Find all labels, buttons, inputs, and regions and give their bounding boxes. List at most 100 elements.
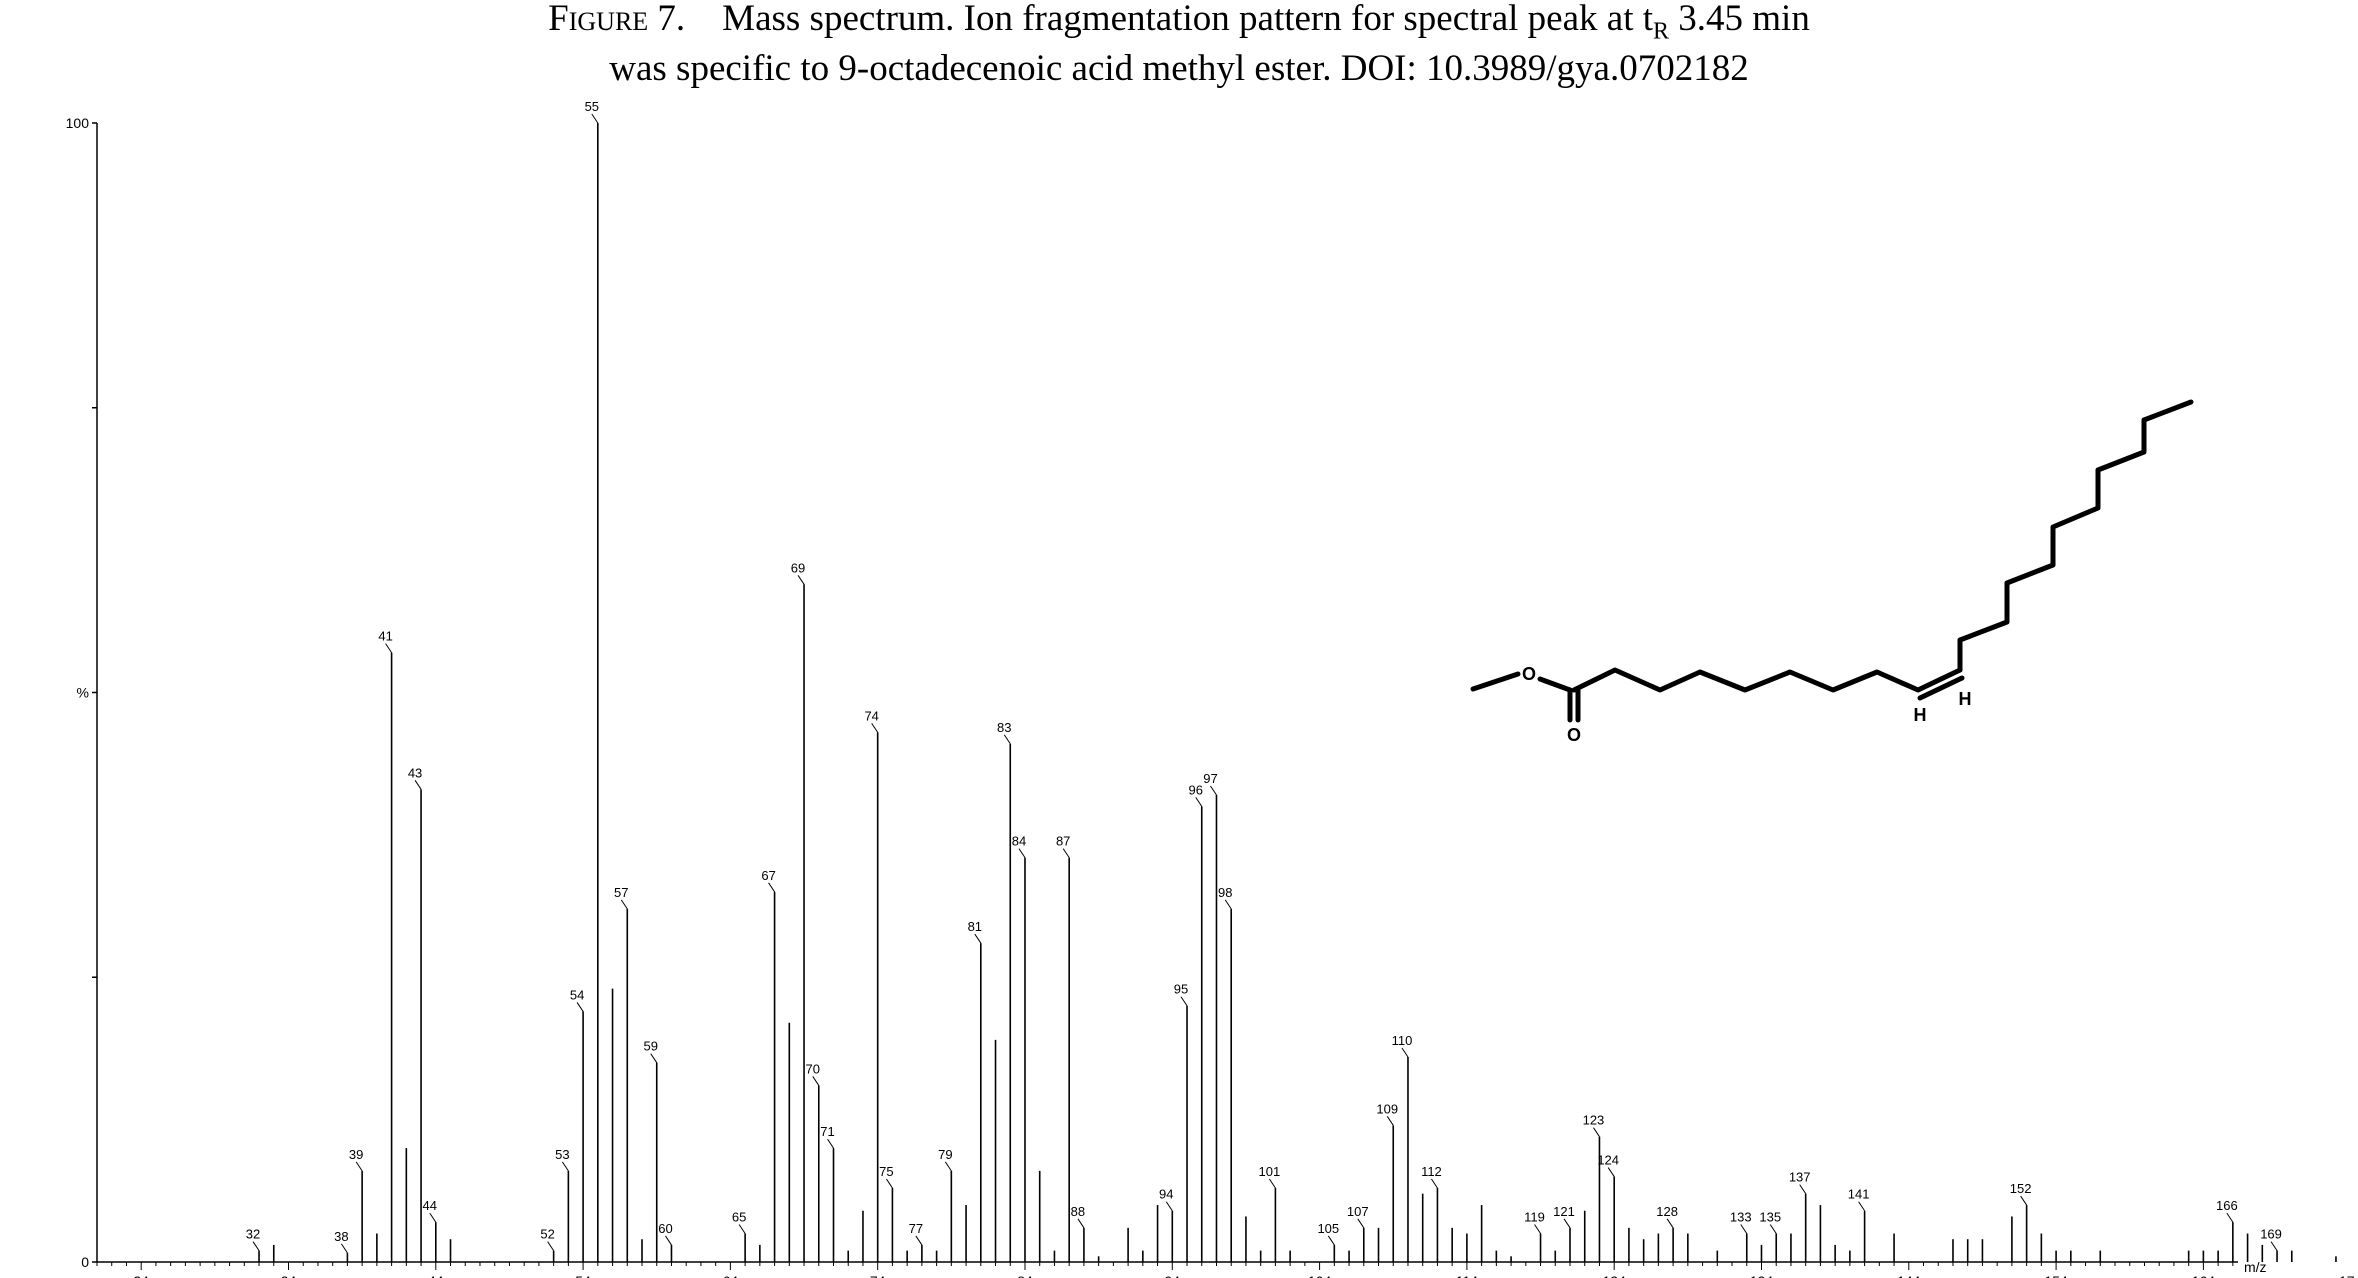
- peak-label-44: 44: [423, 1198, 437, 1213]
- peak-leader-95: [1180, 996, 1188, 1007]
- x-tick-label: 74: [870, 1273, 886, 1278]
- peak-label-112: 112: [1421, 1164, 1442, 1179]
- peak-label-152: 152: [2010, 1181, 2032, 1196]
- peak-leader-128: [1666, 1218, 1674, 1229]
- peak-label-54: 54: [570, 987, 584, 1002]
- ester-bond: [1537, 676, 1573, 693]
- peak-leader-119: [1534, 1224, 1541, 1234]
- x-tick-label: 124: [1603, 1273, 1627, 1278]
- x-tick-label: 54: [575, 1273, 591, 1278]
- peak-label-124: 124: [1597, 1153, 1619, 1168]
- peak-leader-60: [665, 1235, 672, 1246]
- x-tick-label: 44: [428, 1273, 444, 1278]
- peak-leader-81: [974, 933, 982, 944]
- peak-label-109: 109: [1376, 1101, 1398, 1116]
- peak-label-74: 74: [864, 708, 878, 723]
- peak-label-101: 101: [1259, 1164, 1281, 1179]
- peak-leader-105: [1327, 1235, 1335, 1246]
- peak-leader-41: [385, 643, 393, 653]
- peak-label-96: 96: [1189, 782, 1203, 797]
- peak-leader-65: [738, 1224, 746, 1234]
- peak-label-79: 79: [938, 1147, 952, 1162]
- peak-leader-79: [944, 1161, 952, 1172]
- peak-label-88: 88: [1071, 1204, 1085, 1219]
- x-tick-label: 94: [1165, 1273, 1181, 1278]
- chemical-structure: [1470, 399, 2194, 723]
- peak-leader-141: [1858, 1201, 1866, 1212]
- peak-label-39: 39: [349, 1147, 363, 1162]
- peak-leader-44: [429, 1212, 437, 1223]
- peak-label-141: 141: [1848, 1187, 1870, 1202]
- peak-label-70: 70: [806, 1061, 820, 1076]
- peak-leader-52: [547, 1241, 555, 1251]
- carbonyl-oxygen-label: O: [1567, 725, 1581, 745]
- peak-leader-32: [252, 1241, 260, 1251]
- double-bond-line: [1917, 675, 1965, 701]
- peak-label-121: 121: [1553, 1204, 1575, 1219]
- methyl-bond: [1470, 671, 1521, 692]
- peak-leader-75: [886, 1178, 893, 1189]
- peak-label-69: 69: [791, 560, 805, 575]
- peak-leader-109: [1386, 1116, 1394, 1126]
- peak-label-67: 67: [761, 868, 775, 883]
- peak-leader-69: [797, 575, 805, 585]
- x-axis-label: m/z: [2244, 1259, 2267, 1275]
- caption-line-2: was specific to 9-octadecenoic acid meth…: [609, 48, 1749, 90]
- caption-text-1: Mass spectrum. Ion fragmentation pattern…: [722, 0, 1654, 39]
- peak-label-107: 107: [1347, 1204, 1369, 1219]
- peak-label-38: 38: [334, 1229, 348, 1244]
- peak-label-60: 60: [658, 1221, 672, 1236]
- peak-leader-112: [1431, 1178, 1438, 1189]
- peak-label-53: 53: [555, 1147, 569, 1162]
- peak-label-81: 81: [968, 919, 982, 934]
- caption-text-1-end: 3.45 min: [1669, 0, 1810, 39]
- peak-leader-83: [1003, 734, 1011, 745]
- peak-leader-166: [2226, 1212, 2234, 1223]
- peak-leader-97: [1210, 785, 1217, 796]
- peak-label-169: 169: [2260, 1227, 2282, 1242]
- peak-leader-67: [768, 882, 775, 893]
- peak-label-77: 77: [909, 1221, 923, 1236]
- peak-label-94: 94: [1159, 1187, 1173, 1202]
- figure-label: Figure 7.: [548, 0, 686, 39]
- peak-leader-110: [1401, 1047, 1409, 1058]
- hydrogen-right-label: H: [1959, 689, 1972, 709]
- caption-subscript: R: [1653, 18, 1670, 45]
- peak-leader-38: [340, 1243, 348, 1254]
- peak-leader-59: [650, 1053, 658, 1063]
- peak-label-71: 71: [820, 1124, 834, 1139]
- peak-leader-87: [1062, 848, 1070, 858]
- peak-label-84: 84: [1012, 834, 1026, 849]
- peak-label-57: 57: [614, 885, 628, 900]
- peak-label-41: 41: [378, 629, 392, 644]
- x-tick-label: 64: [723, 1273, 739, 1278]
- peak-leader-70: [812, 1076, 820, 1086]
- caption-line-1: Figure 7. Mass spectrum. Ion fragmentati…: [0, 0, 2358, 50]
- x-tick-label: 24: [133, 1273, 149, 1278]
- spectrum-peaks: [258, 123, 2337, 1262]
- x-tick-label: 104: [1308, 1273, 1332, 1278]
- peak-leader-152: [2020, 1195, 2028, 1206]
- peak-label-119: 119: [1524, 1210, 1545, 1225]
- y-axis-label: %: [77, 685, 89, 701]
- peak-label-105: 105: [1317, 1221, 1339, 1236]
- figure-caption: Figure 7. Mass spectrum. Ion fragmentati…: [0, 0, 2358, 87]
- peak-leader-57: [620, 899, 628, 910]
- peak-label-52: 52: [540, 1227, 554, 1242]
- peak-label-59: 59: [644, 1039, 658, 1054]
- carbon-chain-lower: [1571, 667, 1963, 693]
- peak-leader-123: [1593, 1127, 1600, 1137]
- carbon-chain-upper: [1957, 399, 2194, 673]
- peak-labels: 32 38 39 41 43 44 52 53 54 55 57 59 60 65 67 69 70 71 74 75…: [246, 99, 2282, 1254]
- peak-leader-39: [355, 1161, 363, 1172]
- peak-leader-74: [871, 723, 879, 733]
- x-tick-label: 164: [2192, 1273, 2216, 1278]
- peak-leader-133: [1740, 1224, 1748, 1234]
- peak-leader-107: [1357, 1218, 1365, 1229]
- peak-label-98: 98: [1218, 885, 1232, 900]
- peak-label-135: 135: [1759, 1210, 1781, 1225]
- peak-leader-53: [561, 1161, 569, 1172]
- x-tick-label: 144: [1897, 1273, 1921, 1278]
- peak-label-83: 83: [997, 720, 1011, 735]
